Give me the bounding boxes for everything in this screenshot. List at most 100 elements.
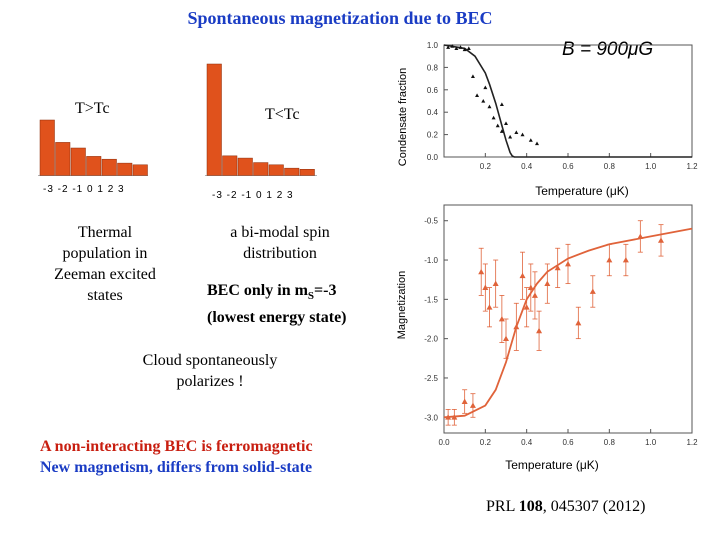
data-point bbox=[499, 129, 504, 133]
histogram-bar bbox=[206, 63, 222, 176]
x-tick-label: 1.0 bbox=[645, 438, 657, 447]
y-tick-label: -1.5 bbox=[424, 295, 438, 304]
data-point bbox=[499, 102, 504, 106]
y-tick-label: -3.0 bbox=[424, 413, 438, 422]
x-tick-label: 0.8 bbox=[604, 162, 616, 171]
data-point bbox=[575, 319, 582, 326]
data-point bbox=[498, 316, 505, 322]
magnetization-chart: Magnetization Temperature (μK) -0.5 -1.0 -… bbox=[396, 204, 698, 472]
y-tick-label: 0.0 bbox=[427, 153, 439, 162]
x-tick-label: 0.2 bbox=[480, 162, 492, 171]
middle-histogram bbox=[205, 63, 317, 176]
left-panel-label: T>Tc bbox=[75, 100, 110, 117]
left-caption-line: population in bbox=[62, 245, 148, 262]
y-tick-label: 0.6 bbox=[427, 86, 439, 95]
histogram-bar bbox=[132, 164, 148, 176]
data-point bbox=[536, 327, 543, 334]
y-tick-label: 0.8 bbox=[427, 63, 439, 72]
y-axis-label: Magnetization bbox=[396, 271, 408, 340]
middle-caption-line: a bi-modal spin bbox=[230, 224, 330, 241]
data-point bbox=[466, 46, 471, 50]
data-point bbox=[487, 104, 492, 109]
bec-ground-state-text: BEC only in mS=-3 (lowest energy state) bbox=[207, 280, 347, 328]
histogram-bar bbox=[253, 162, 269, 176]
data-point bbox=[520, 132, 525, 137]
conclusion-line-2: New magnetism, differs from solid-state bbox=[40, 459, 313, 476]
data-point bbox=[589, 288, 596, 294]
data-point bbox=[491, 115, 496, 120]
histogram-bar bbox=[222, 155, 238, 176]
x-tick-label: 0.4 bbox=[521, 438, 533, 447]
data-point bbox=[527, 284, 534, 290]
data-point bbox=[462, 47, 467, 52]
data-point bbox=[503, 335, 509, 342]
data-point bbox=[461, 398, 468, 404]
plot-frame bbox=[443, 44, 693, 158]
x-tick-label: 0.6 bbox=[562, 162, 574, 171]
conclusion-line-1: A non-interacting BEC is ferromagnetic bbox=[40, 438, 313, 455]
data-point bbox=[535, 141, 539, 146]
data-point bbox=[483, 85, 488, 90]
y-tick-label: -1.0 bbox=[424, 256, 438, 265]
data-point bbox=[523, 304, 530, 310]
slide-title: Spontaneous magnetization due to BEC bbox=[187, 8, 493, 28]
bec-line-1: BEC only in mS=-3 bbox=[207, 282, 337, 303]
data-point bbox=[513, 323, 520, 330]
x-tick-label: 0.8 bbox=[604, 438, 616, 447]
data-point bbox=[451, 414, 458, 420]
histogram-bar bbox=[117, 162, 133, 176]
x-axis-label: Temperature (μK) bbox=[535, 184, 629, 198]
data-point bbox=[606, 257, 613, 263]
data-point bbox=[554, 264, 561, 271]
field-label: B = 900μG bbox=[562, 39, 653, 60]
data-point bbox=[495, 123, 500, 128]
middle-caption: a bi-modal spin distribution bbox=[215, 222, 345, 264]
data-point bbox=[544, 280, 551, 287]
x-axis-label: Temperature (μK) bbox=[505, 458, 599, 472]
histogram-bar bbox=[237, 157, 253, 176]
data-point bbox=[565, 260, 571, 267]
histogram-bar bbox=[101, 158, 117, 176]
left-histogram bbox=[38, 119, 148, 176]
data-point bbox=[486, 304, 493, 310]
x-tick-label: 0.4 bbox=[521, 162, 533, 171]
y-tick-label: 0.2 bbox=[427, 131, 439, 140]
cloud-text-line: polarizes ! bbox=[176, 373, 244, 390]
reference-citation: PRL 108, 045307 (2012) bbox=[486, 498, 646, 515]
data-point bbox=[478, 268, 485, 275]
histogram-bar bbox=[299, 169, 315, 176]
data-point bbox=[469, 402, 476, 408]
histogram-bar bbox=[39, 119, 55, 176]
data-point bbox=[637, 233, 644, 239]
data-point bbox=[475, 93, 480, 97]
histogram-bar bbox=[86, 156, 102, 176]
data-point bbox=[492, 280, 499, 287]
data-point bbox=[658, 237, 664, 243]
plot-frame bbox=[443, 204, 693, 434]
y-tick-label: -2.5 bbox=[424, 374, 438, 383]
y-tick-label: -2.0 bbox=[424, 335, 438, 344]
cloud-text-line: Cloud spontaneously bbox=[142, 352, 278, 369]
data-point bbox=[504, 121, 508, 125]
data-point bbox=[450, 44, 455, 48]
y-tick-label: 1.0 bbox=[427, 41, 439, 50]
data-point bbox=[508, 134, 513, 139]
y-tick-label: 0.4 bbox=[427, 108, 439, 117]
cloud-text: Cloud spontaneously polarizes ! bbox=[120, 350, 300, 392]
fit-curve bbox=[443, 227, 693, 419]
x-tick-label: 1.2 bbox=[686, 162, 698, 171]
histogram-bar bbox=[268, 164, 284, 176]
data-point bbox=[531, 292, 538, 298]
x-tick-label: 1.2 bbox=[686, 438, 698, 447]
x-tick-label: 0.0 bbox=[438, 438, 450, 447]
middle-histogram-ticks: -3 -2 -1 0 1 2 3 bbox=[212, 190, 294, 201]
condensate-fraction-chart: B = 900μG Condensate fraction Temperatur… bbox=[397, 39, 698, 198]
data-point bbox=[470, 74, 475, 78]
x-tick-label: 0.2 bbox=[480, 438, 492, 447]
y-tick-label: -0.5 bbox=[424, 217, 438, 226]
data-point bbox=[622, 257, 629, 263]
data-point bbox=[458, 45, 463, 49]
data-point bbox=[519, 272, 526, 279]
histogram-bar bbox=[55, 142, 71, 176]
data-point bbox=[454, 46, 459, 50]
